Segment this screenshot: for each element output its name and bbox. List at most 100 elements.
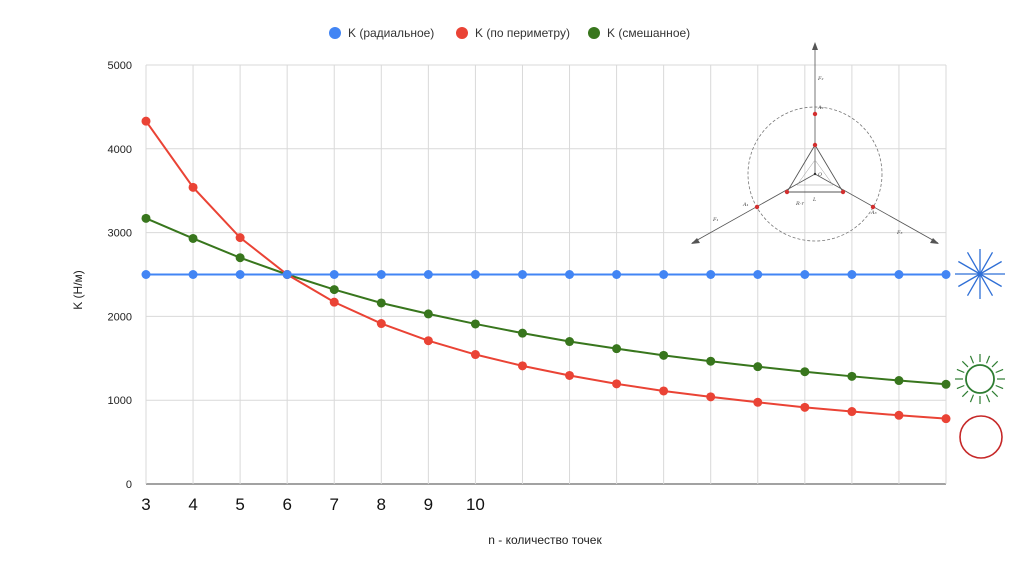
y-tick-label: 3000 xyxy=(108,228,132,240)
data-point xyxy=(659,270,669,279)
series-line xyxy=(145,120,947,420)
series-0 xyxy=(141,270,951,279)
data-point xyxy=(753,397,763,407)
radial-spokes-icon xyxy=(955,249,1005,299)
data-point xyxy=(894,376,904,386)
y-tick-labels: 0 1000 2000 3000 4000 5000 xyxy=(108,60,132,491)
data-point xyxy=(376,270,386,279)
diagram-label-a1: A₁ xyxy=(742,202,749,208)
diagram-point-a3 xyxy=(870,204,876,210)
diagram-point-o xyxy=(813,172,817,176)
data-point xyxy=(188,182,198,192)
data-point xyxy=(894,410,904,420)
data-point xyxy=(517,361,527,371)
diagram-label-f2: F₂ xyxy=(817,76,823,82)
diagram-arrowhead-up xyxy=(812,42,818,50)
legend-marker xyxy=(329,27,341,39)
data-point xyxy=(470,350,480,360)
diagram-arrow-left xyxy=(691,173,816,244)
data-point xyxy=(376,298,386,308)
diagram-label-f3: F₃ xyxy=(896,230,902,236)
force-diagram: F₂ A₂ O A₁ A₃ R-r L F₁ F₃ xyxy=(691,42,939,244)
data-point xyxy=(659,350,669,360)
legend-label: K (радиальное) xyxy=(348,26,434,40)
diagram-label-l: L xyxy=(812,197,817,203)
y-tick-label: 2000 xyxy=(108,311,132,323)
x-tick-label: 8 xyxy=(377,495,386,514)
data-point xyxy=(423,309,433,319)
data-point xyxy=(659,386,669,396)
y-tick-label: 1000 xyxy=(108,395,132,407)
x-tick-label: 9 xyxy=(424,495,433,514)
data-point xyxy=(612,344,622,354)
data-point xyxy=(941,270,951,279)
data-point xyxy=(800,402,810,412)
diagram-point-a2 xyxy=(812,111,818,117)
diagram-inner-triangle xyxy=(796,159,834,186)
data-point xyxy=(235,270,245,279)
data-point xyxy=(565,337,575,347)
diagram-label-r-r: R-r xyxy=(795,201,804,207)
data-point xyxy=(329,297,339,307)
data-point xyxy=(329,270,339,279)
data-point xyxy=(376,319,386,329)
data-point xyxy=(282,270,292,279)
series-1 xyxy=(141,116,951,424)
diagram-arrow-right xyxy=(814,173,939,244)
data-point xyxy=(800,367,810,377)
data-point xyxy=(800,270,810,279)
legend-item: K (по периметру) xyxy=(456,26,570,40)
y-axis-title: K (Н/м) xyxy=(71,270,85,310)
diagram-point-right xyxy=(840,189,846,195)
legend-item: K (смешанное) xyxy=(588,26,690,40)
data-point xyxy=(188,270,198,279)
data-point xyxy=(847,407,857,417)
legend-label: K (по периметру) xyxy=(475,26,570,40)
legend-marker xyxy=(588,27,600,39)
data-point xyxy=(517,328,527,338)
circle-ring-icon xyxy=(959,415,1003,459)
data-point xyxy=(706,270,716,279)
y-tick-label: 4000 xyxy=(108,144,132,156)
data-point xyxy=(565,270,575,279)
diagram-arrowhead-left xyxy=(691,238,700,244)
data-point xyxy=(941,379,951,389)
data-point xyxy=(753,362,763,372)
x-tick-label: 4 xyxy=(188,495,197,514)
data-point xyxy=(517,270,527,279)
data-point xyxy=(470,270,480,279)
diagram-arrowhead-right xyxy=(930,238,939,244)
legend-item: K (радиальное) xyxy=(329,26,434,40)
series xyxy=(141,116,951,424)
x-axis-title: n - количество точек xyxy=(488,533,602,547)
series-2 xyxy=(141,213,951,389)
data-point xyxy=(141,213,151,223)
data-point xyxy=(188,233,198,243)
series-line xyxy=(145,217,947,386)
y-tick-label: 0 xyxy=(126,479,132,491)
diagram-label-f1: F₁ xyxy=(712,217,718,223)
data-point xyxy=(565,370,575,380)
y-tick-label: 5000 xyxy=(108,60,132,72)
data-point xyxy=(847,371,857,381)
data-point xyxy=(329,285,339,295)
x-tick-label: 6 xyxy=(282,495,291,514)
data-point xyxy=(141,270,151,279)
legend: K (радиальное) K (по периметру) K (смешанн… xyxy=(329,26,690,40)
x-tick-label: 3 xyxy=(141,495,150,514)
x-tick-label: 10 xyxy=(466,495,485,514)
diagram-label-a2: A₂ xyxy=(817,105,824,111)
x-tick-label: 5 xyxy=(235,495,244,514)
data-point xyxy=(612,270,622,279)
x-tick-labels: 3 4 5 6 7 8 9 10 xyxy=(141,495,485,514)
legend-label: K (смешанное) xyxy=(607,26,690,40)
diagram-point-top xyxy=(812,142,818,148)
data-point xyxy=(612,379,622,389)
data-point xyxy=(894,270,904,279)
data-point xyxy=(470,319,480,329)
data-point xyxy=(706,356,716,366)
data-point xyxy=(847,270,857,279)
data-point xyxy=(941,414,951,424)
diagram-point-left xyxy=(784,189,790,195)
